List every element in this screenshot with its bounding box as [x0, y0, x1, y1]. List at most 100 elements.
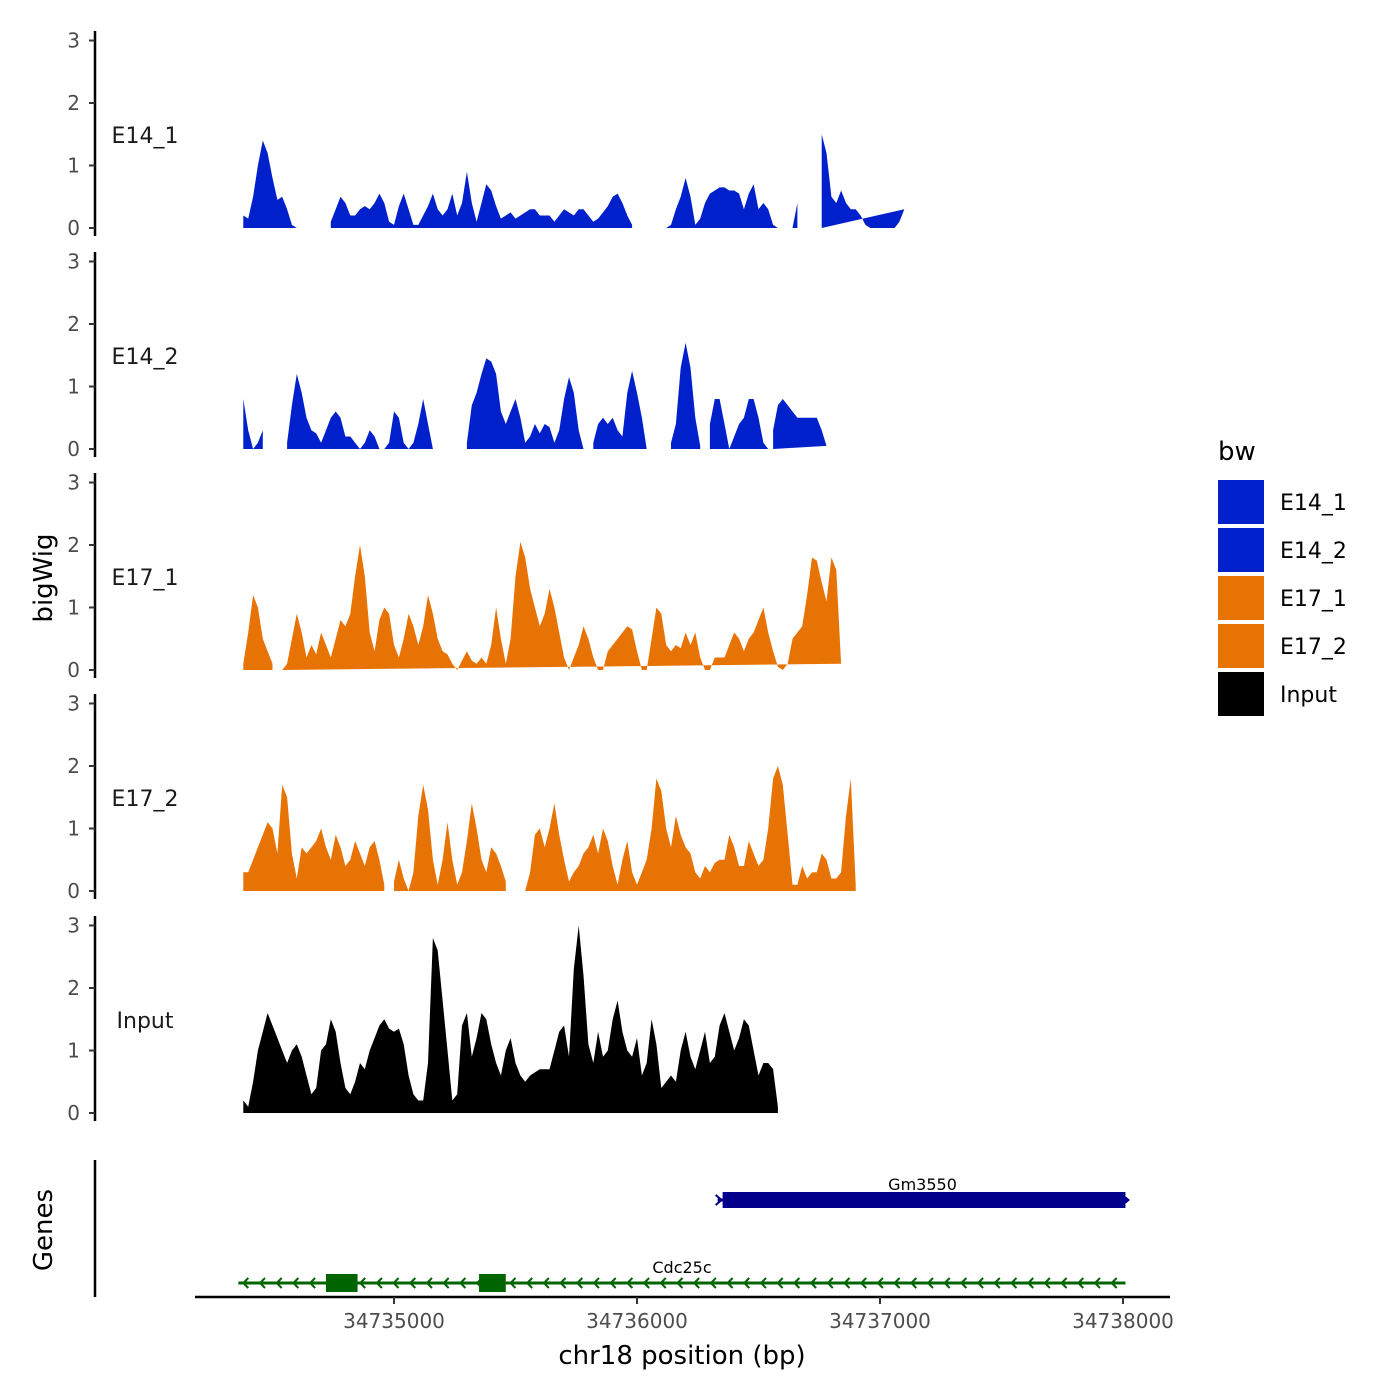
strand-arrow	[425, 1277, 433, 1289]
strand-arrow	[525, 1277, 533, 1289]
x-tick-label: 34736000	[586, 1309, 688, 1333]
strand-arrow	[809, 1277, 817, 1289]
strand-arrow	[659, 1277, 667, 1289]
strand-arrow	[542, 1277, 550, 1289]
y-tick-label: 3	[67, 914, 80, 938]
x-axis: 34735000 34736000 34737000 34738000	[195, 1295, 1174, 1333]
strand-arrow	[308, 1277, 316, 1289]
strand-arrow	[692, 1277, 700, 1289]
y-tick-label: 2	[67, 91, 80, 115]
coverage-area-E17_1-1	[282, 541, 842, 670]
strand-arrow	[458, 1277, 467, 1289]
coverage-area-E17_2-2	[520, 766, 856, 891]
strand-arrow	[1121, 1194, 1130, 1206]
y-tick-label: 0	[67, 216, 80, 240]
coverage-area-E17_2-0	[243, 784, 385, 891]
legend-swatch-E17_1	[1218, 576, 1264, 620]
strand-arrow	[926, 1277, 934, 1289]
y-tick-label: 1	[67, 154, 80, 178]
strand-arrow	[241, 1277, 250, 1289]
strand-arrow	[408, 1277, 417, 1289]
coverage-area-E14_1-3	[821, 134, 905, 228]
strand-arrow	[258, 1277, 266, 1289]
track-name-label: E17_2	[112, 787, 179, 812]
coverage-area-E14_2-1	[287, 374, 433, 449]
y-axis-label: bigWig	[29, 533, 59, 622]
track-name-label: E14_1	[112, 124, 179, 149]
y-tick-label: 3	[67, 29, 80, 53]
strand-arrow	[714, 1194, 724, 1206]
strand-arrow	[826, 1277, 834, 1289]
genes-layer: Gm3550 Cdc25c	[93, 1160, 1130, 1297]
coverage-area-E14_2-2	[466, 358, 589, 449]
strand-arrow	[993, 1277, 1001, 1289]
legend-title: bw	[1218, 437, 1256, 467]
y-tick-label: 3	[67, 471, 80, 495]
track-Input: 0 1 2 3 Input	[67, 914, 778, 1125]
coverage-area-E14_1-0	[243, 140, 302, 228]
strand-arrow	[1093, 1277, 1101, 1289]
y-tick-label: 0	[67, 879, 80, 903]
y-tick-label: 1	[67, 596, 80, 620]
strand-arrow	[943, 1277, 951, 1289]
strand-arrow	[709, 1277, 717, 1289]
strand-arrow	[1060, 1277, 1068, 1289]
strand-arrow	[609, 1277, 617, 1289]
tracks-layer: 0 1 2 3 E14_1 0 1 2 3 E14_2 0 1 2 3 E17_1 0 1 2 3 E17_2 0 1 2 3…	[67, 29, 905, 1125]
strand-arrow	[859, 1277, 867, 1289]
strand-arrow	[275, 1277, 283, 1289]
strand-arrow	[792, 1277, 801, 1289]
strand-arrow	[1110, 1277, 1118, 1289]
y-tick-label: 1	[67, 1039, 80, 1063]
strand-arrow	[625, 1277, 634, 1289]
gene-body	[722, 1192, 1126, 1208]
y-tick-label: 0	[67, 437, 80, 461]
exon	[325, 1274, 358, 1292]
gene-Cdc25c: Cdc25c	[238, 1258, 1126, 1292]
legend-swatch-Input	[1218, 672, 1264, 716]
strand-arrow	[442, 1277, 450, 1289]
legend-label-E14_2: E14_2	[1280, 539, 1347, 564]
coverage-area-E14_2-3	[593, 370, 647, 449]
coverage-area-E14_1-1	[330, 171, 633, 228]
y-tick-label: 1	[67, 375, 80, 399]
y-tick-label: 0	[67, 1101, 80, 1125]
y-tick-label: 1	[67, 817, 80, 841]
legend-swatch-E14_2	[1218, 528, 1264, 572]
strand-arrow	[909, 1277, 918, 1289]
legend-items: E14_1 E14_2 E17_1 E17_2 Input	[1218, 480, 1347, 716]
coverage-area-Input-0	[243, 925, 778, 1113]
legend-label-Input: Input	[1280, 683, 1337, 708]
strand-arrow	[843, 1277, 851, 1289]
track-name-label: E14_2	[112, 345, 179, 370]
strand-arrow	[893, 1277, 901, 1289]
y-tick-label: 0	[67, 658, 80, 682]
exon	[479, 1274, 506, 1292]
legend-swatch-E14_1	[1218, 480, 1264, 524]
y-tick-label: 2	[67, 976, 80, 1000]
genes-panel-label: Genes	[29, 1189, 59, 1271]
strand-arrow	[676, 1277, 684, 1289]
track-E14_1: 0 1 2 3 E14_1	[67, 29, 905, 240]
track-name-label: Input	[117, 1009, 174, 1034]
strand-arrow	[392, 1277, 400, 1289]
track-E17_1: 0 1 2 3 E17_1	[67, 471, 842, 682]
x-tick-label: 34735000	[343, 1309, 445, 1333]
track-E17_2: 0 1 2 3 E17_2	[67, 692, 856, 903]
legend-swatch-E17_2	[1218, 624, 1264, 668]
strand-arrow	[959, 1277, 968, 1289]
legend-label-E17_1: E17_1	[1280, 587, 1347, 612]
strand-arrow	[1043, 1277, 1051, 1289]
strand-arrow	[1026, 1277, 1034, 1289]
gene-name-label: Cdc25c	[652, 1258, 711, 1277]
coverage-area-E14_2-6	[773, 399, 827, 449]
track-name-label: E17_1	[112, 566, 179, 591]
strand-arrow	[759, 1277, 767, 1289]
track-E14_2: 0 1 2 3 E14_2	[67, 250, 827, 461]
strand-arrow	[509, 1277, 517, 1289]
strand-arrow	[642, 1277, 650, 1289]
strand-arrow	[876, 1277, 884, 1289]
legend: bw E14_1 E14_2 E17_1 E17_2 Input	[1218, 437, 1347, 716]
strand-arrow	[291, 1277, 300, 1289]
